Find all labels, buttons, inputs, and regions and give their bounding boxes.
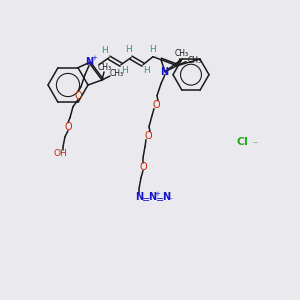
Text: O: O — [74, 91, 82, 101]
Text: N: N — [162, 192, 170, 202]
Text: O: O — [144, 131, 152, 141]
Text: O: O — [139, 162, 147, 172]
Text: H: H — [150, 45, 156, 54]
Text: H: H — [102, 46, 108, 55]
Text: N: N — [135, 192, 143, 202]
Text: ⁻: ⁻ — [169, 195, 173, 204]
Text: CH₃: CH₃ — [110, 70, 124, 79]
Text: CH₃: CH₃ — [98, 62, 112, 71]
Text: =: = — [156, 195, 164, 205]
Text: O: O — [152, 100, 160, 110]
Text: +: + — [154, 191, 160, 197]
Text: OH: OH — [53, 149, 67, 158]
Text: =: = — [142, 195, 150, 205]
Text: CH₃: CH₃ — [188, 56, 202, 65]
Text: H: H — [144, 66, 150, 75]
Text: N: N — [160, 67, 168, 77]
Text: CH₃: CH₃ — [175, 49, 189, 58]
Text: +: + — [91, 55, 97, 61]
Text: ⁻: ⁻ — [252, 140, 258, 150]
Text: H: H — [122, 66, 128, 75]
Text: N: N — [148, 192, 156, 202]
Text: H: H — [124, 45, 131, 54]
Text: O: O — [64, 122, 72, 132]
Text: Cl: Cl — [236, 137, 248, 147]
Text: N: N — [85, 57, 93, 67]
